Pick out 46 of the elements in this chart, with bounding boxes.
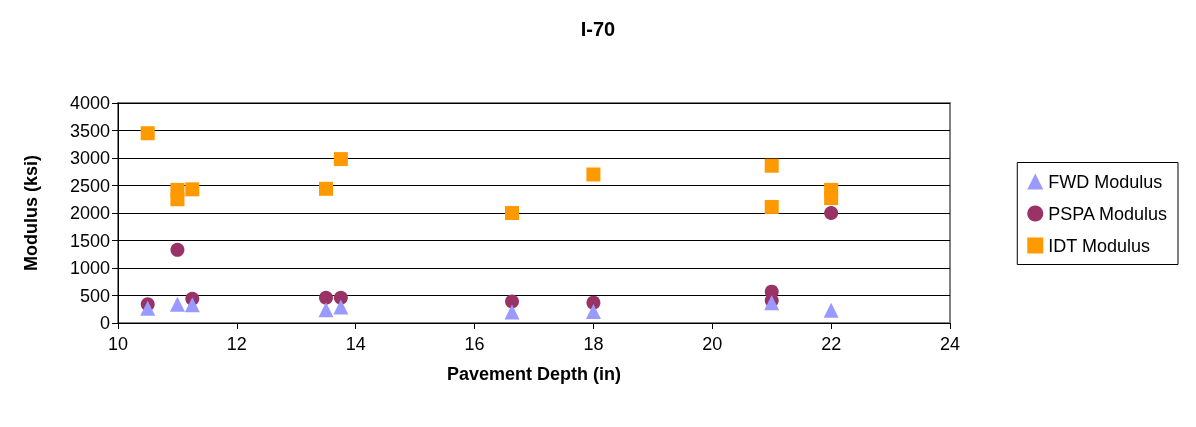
point [823, 302, 839, 318]
y-axis-title: Modulus (ksi) [21, 155, 41, 271]
y-tick-label: 3500 [69, 120, 110, 141]
point [333, 290, 348, 305]
y-tick-label: 500 [79, 285, 110, 306]
point [824, 191, 839, 206]
x-tick-label: 10 [107, 334, 129, 354]
legend-label: PSPA Modulus [1048, 203, 1168, 224]
point [140, 126, 155, 141]
y-tick-label: 4000 [69, 93, 110, 113]
point [185, 182, 200, 197]
legend-label: FWD Modulus [1048, 171, 1163, 192]
point [585, 303, 601, 319]
x-axis-title: Pavement Depth (in) [446, 364, 622, 384]
y-tick-label: 3000 [69, 148, 110, 168]
y-tick-label: 2500 [69, 175, 110, 196]
point [586, 167, 601, 182]
chart-title: I-70 [580, 18, 616, 40]
point [140, 300, 156, 316]
point [505, 294, 520, 309]
x-tick-label: 12 [226, 334, 247, 354]
point [333, 299, 349, 315]
y-tick-label: 0 [99, 313, 110, 333]
point [764, 158, 779, 173]
y-tick-label: 2000 [69, 203, 110, 223]
point [764, 199, 779, 214]
y-tick-label: 1500 [69, 230, 110, 251]
point [170, 192, 185, 207]
x-tick-label: 20 [702, 334, 723, 354]
point [319, 290, 333, 305]
x-tick-label: 14 [345, 334, 366, 354]
point [504, 304, 520, 320]
x-tick-label: 18 [583, 334, 604, 354]
point [169, 296, 185, 312]
point [824, 206, 839, 220]
x-tick-label: 16 [464, 334, 485, 354]
point [170, 242, 185, 257]
x-tick-label: 24 [939, 334, 961, 354]
y-tick-label: 1000 [69, 258, 110, 278]
point [318, 302, 334, 318]
legend-label: IDT Modulus [1048, 235, 1150, 256]
point [333, 152, 348, 167]
point [184, 297, 200, 313]
point [319, 181, 333, 196]
x-tick-label: 22 [821, 334, 842, 354]
point [505, 206, 520, 220]
